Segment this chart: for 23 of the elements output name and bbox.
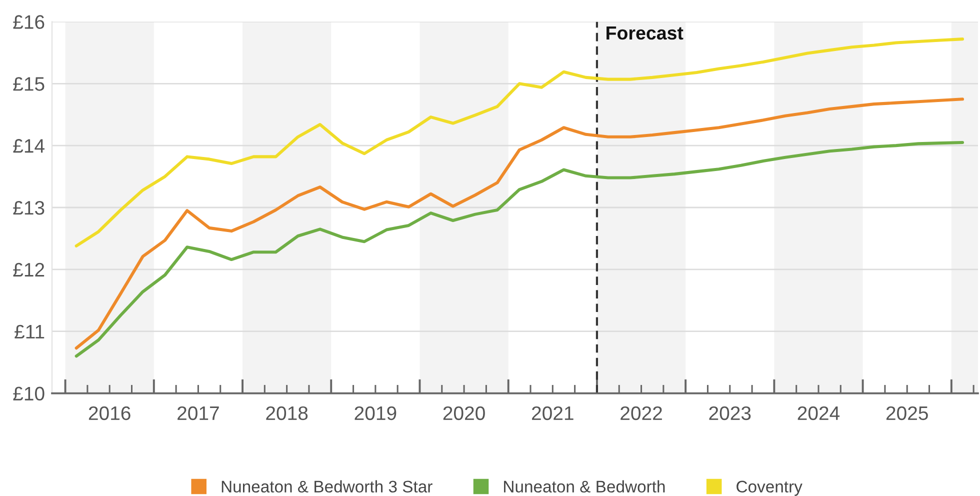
y-tick-label: £13 bbox=[13, 200, 44, 215]
y-tick-label: £16 bbox=[13, 15, 44, 29]
y-tick-label: £12 bbox=[13, 262, 44, 276]
x-tick-label: 2023 bbox=[709, 406, 751, 420]
x-tick-label: 2016 bbox=[88, 406, 130, 420]
legend-label: Nuneaton & Bedworth bbox=[504, 480, 665, 493]
x-tick-label: 2020 bbox=[443, 406, 485, 420]
x-tick-label: 2025 bbox=[886, 406, 928, 420]
x-tick-label: 2021 bbox=[532, 406, 574, 420]
y-tick-label: £15 bbox=[13, 77, 44, 91]
x-tick-label: 2017 bbox=[178, 406, 219, 420]
x-tick-label: 2022 bbox=[620, 406, 662, 420]
x-tick-label: 2024 bbox=[798, 406, 840, 420]
y-tick-label: £14 bbox=[13, 139, 44, 153]
line-series bbox=[74, 98, 964, 350]
legend-label: Nuneaton & Bedworth 3 Star bbox=[222, 480, 432, 493]
y-tick-label: £10 bbox=[13, 386, 44, 401]
x-tick-label: 2019 bbox=[354, 406, 396, 420]
ref-line-label: Forecast bbox=[606, 26, 684, 40]
y-tick-label: £11 bbox=[14, 324, 44, 338]
legend-label: Coventry bbox=[736, 480, 802, 496]
x-tick-label: 2018 bbox=[266, 406, 308, 420]
line-series bbox=[74, 140, 964, 358]
